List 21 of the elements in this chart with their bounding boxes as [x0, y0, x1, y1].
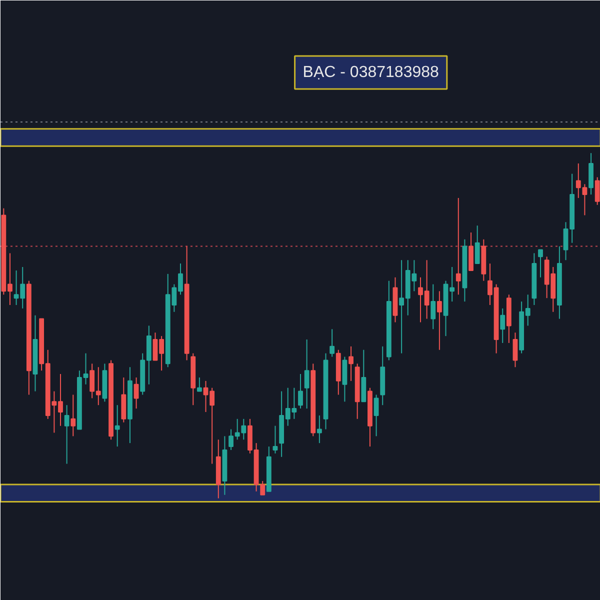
- candlestick: [594, 176, 600, 206]
- candlestick: [512, 332, 518, 368]
- candlestick: [298, 374, 303, 410]
- candlestick: [430, 284, 436, 330]
- candlestick: [474, 225, 480, 264]
- candlestick: [456, 197, 461, 296]
- candlestick: [272, 425, 278, 454]
- candlestick: [134, 376, 139, 410]
- candlestick: [70, 394, 76, 437]
- candlestick: [436, 290, 442, 350]
- candlestick: [114, 404, 120, 448]
- candlestick: [374, 394, 379, 437]
- candlestick: [316, 414, 322, 444]
- candlestick: [196, 376, 202, 392]
- candlestick: [348, 346, 354, 382]
- candlestick: [538, 249, 543, 278]
- candlestick: [330, 328, 335, 358]
- candlestick: [304, 339, 310, 410]
- candlestick: [500, 308, 506, 344]
- text: BẠC - 0387183988: [302, 64, 440, 81]
- candlestick: [64, 404, 70, 464]
